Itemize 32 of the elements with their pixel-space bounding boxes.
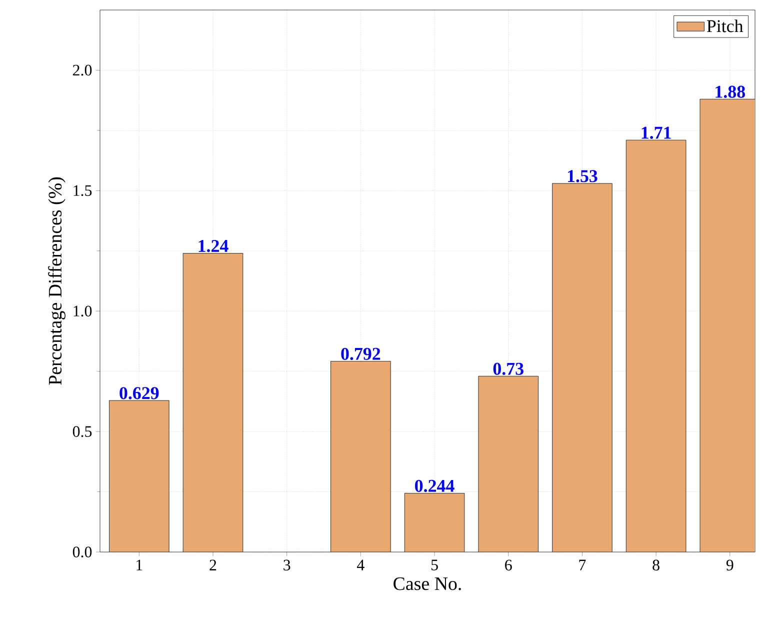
bar xyxy=(109,400,170,552)
x-tick-label: 2 xyxy=(210,560,216,570)
bar xyxy=(182,253,244,552)
data-label: 1.24 xyxy=(198,240,228,252)
data-label: 1.53 xyxy=(568,170,598,182)
x-tick-label: 1 xyxy=(136,560,142,570)
x-tick-label: 3 xyxy=(284,560,290,570)
x-tick-label: 4 xyxy=(357,560,364,570)
y-tick-label: 0.5 xyxy=(72,426,92,437)
bar xyxy=(478,376,538,552)
x-axis-title: Case No. xyxy=(394,577,461,590)
bar xyxy=(626,140,686,552)
x-tick-label: 7 xyxy=(579,560,586,570)
bar xyxy=(552,183,612,552)
data-label: 1.71 xyxy=(642,126,671,139)
y-tick-label: 2.0 xyxy=(73,64,92,76)
data-label: 0.244 xyxy=(415,480,454,492)
y-tick-label: 1.0 xyxy=(74,306,92,317)
x-tick-label: 8 xyxy=(652,560,660,571)
y-tick-label: 1.5 xyxy=(74,185,92,196)
data-label: 0.792 xyxy=(341,348,380,360)
data-label: 0.629 xyxy=(120,387,159,400)
data-label: 0.73 xyxy=(493,362,524,375)
bar xyxy=(330,361,391,552)
x-tick-label: 5 xyxy=(431,560,438,570)
data-label: 1.88 xyxy=(716,86,745,98)
legend-label: Pitch xyxy=(706,20,744,32)
x-tick-label: 6 xyxy=(505,560,512,570)
bar xyxy=(404,493,464,552)
x-tick-label: 9 xyxy=(726,560,734,570)
y-tick-label: 0.0 xyxy=(72,546,92,558)
y-axis-title: Percentage Differences (%) xyxy=(48,177,66,385)
